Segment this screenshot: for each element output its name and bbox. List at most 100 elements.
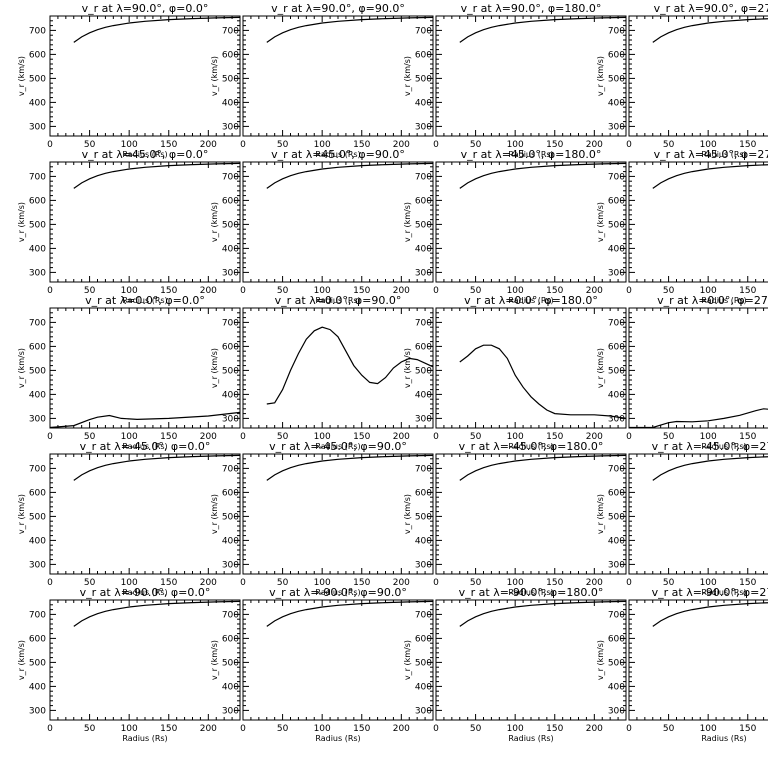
x-tick-label: 200 (393, 140, 410, 150)
x-tick-label: 100 (121, 140, 138, 150)
series-line (459, 16, 627, 43)
y-tick-label: 300 (29, 560, 46, 570)
y-tick-label: 400 (29, 682, 46, 692)
x-tick-label: 100 (700, 578, 717, 588)
y-tick-label: 400 (608, 98, 625, 108)
x-tick-label: 150 (353, 578, 370, 588)
y-tick-label: 600 (415, 634, 432, 644)
y-tick-label: 600 (222, 50, 239, 60)
x-axis-label: Radius (Rs) (508, 442, 553, 451)
y-tick-label: 500 (608, 220, 625, 230)
y-tick-label: 400 (415, 244, 432, 254)
y-tick-label: 300 (415, 122, 432, 132)
panel-title: v_r at λ=-90.0°, φ=0.0° (80, 586, 211, 599)
panel: v_r at λ=45.0°, φ=270.0°0501001502003004… (596, 148, 768, 305)
series-line (266, 162, 434, 189)
y-tick-label: 400 (222, 390, 239, 400)
panel-title: v_r at λ=45.0°, φ=0.0° (82, 148, 209, 161)
y-tick-label: 600 (222, 196, 239, 206)
y-tick-label: 700 (608, 318, 625, 328)
x-tick-label: 50 (470, 432, 482, 442)
x-tick-label: 150 (353, 724, 370, 734)
y-tick-label: 700 (222, 26, 239, 36)
panel-title: v_r at λ=45.0°, φ=90.0° (271, 148, 405, 161)
series-line (459, 600, 627, 627)
x-tick-label: 50 (84, 724, 96, 734)
y-tick-label: 700 (608, 26, 625, 36)
y-axis-label: v_r (km/s) (403, 494, 412, 534)
series-line (73, 162, 241, 189)
y-tick-label: 400 (29, 390, 46, 400)
y-tick-label: 500 (29, 512, 46, 522)
y-tick-label: 600 (29, 488, 46, 498)
x-tick-label: 0 (626, 724, 632, 734)
x-tick-label: 200 (586, 432, 603, 442)
panel: v_r at λ=-45.0°, φ=270.0°050100150200300… (596, 440, 768, 597)
panel-title: v_r at λ=0.0°, φ=270.0° (657, 294, 768, 307)
x-tick-label: 50 (663, 724, 675, 734)
panel-title: v_r at λ=-90.0°, φ=180.0° (459, 586, 604, 599)
x-tick-label: 50 (84, 140, 96, 150)
series-line (49, 411, 241, 429)
y-tick-label: 600 (608, 488, 625, 498)
x-axis-label: Radius (Rs) (508, 588, 553, 597)
x-tick-label: 150 (160, 286, 177, 296)
x-tick-label: 150 (353, 140, 370, 150)
y-axis-label: v_r (km/s) (210, 494, 219, 534)
y-tick-label: 300 (608, 560, 625, 570)
x-tick-label: 150 (739, 140, 756, 150)
x-axis-label: Radius (Rs) (122, 442, 167, 451)
y-tick-label: 600 (608, 196, 625, 206)
x-axis-label: Radius (Rs) (701, 150, 746, 159)
y-tick-label: 400 (608, 390, 625, 400)
panel: v_r at λ=90.0°, φ=270.0°0501001502003004… (596, 2, 768, 159)
y-axis-label: v_r (km/s) (17, 56, 26, 96)
x-axis-label: Radius (Rs) (701, 442, 746, 451)
x-axis-label: Radius (Rs) (122, 588, 167, 597)
panel-title: v_r at λ=0.0°, φ=180.0° (464, 294, 598, 307)
x-tick-label: 100 (314, 578, 331, 588)
y-tick-label: 500 (415, 658, 432, 668)
y-tick-label: 300 (29, 706, 46, 716)
y-tick-label: 500 (222, 366, 239, 376)
x-tick-label: 50 (663, 286, 675, 296)
x-axis-label: Radius (Rs) (508, 734, 553, 743)
y-tick-label: 500 (222, 220, 239, 230)
x-tick-label: 50 (277, 286, 289, 296)
x-tick-label: 50 (470, 286, 482, 296)
panel-title: v_r at λ=90.0°, φ=90.0° (271, 2, 405, 15)
x-tick-label: 0 (240, 286, 246, 296)
x-tick-label: 150 (546, 724, 563, 734)
x-tick-label: 150 (353, 286, 370, 296)
y-tick-label: 600 (415, 50, 432, 60)
y-axis-label: v_r (km/s) (403, 56, 412, 96)
x-tick-label: 0 (626, 286, 632, 296)
y-tick-label: 400 (415, 536, 432, 546)
x-axis-label: Radius (Rs) (315, 150, 360, 159)
y-tick-label: 700 (415, 26, 432, 36)
series-line (73, 454, 241, 481)
series-line (266, 16, 434, 43)
y-tick-label: 500 (608, 74, 625, 84)
y-tick-label: 300 (222, 122, 239, 132)
x-tick-label: 150 (160, 140, 177, 150)
x-tick-label: 0 (240, 578, 246, 588)
y-tick-label: 300 (608, 414, 625, 424)
y-tick-label: 700 (29, 318, 46, 328)
x-tick-label: 50 (277, 578, 289, 588)
y-tick-label: 600 (415, 342, 432, 352)
x-tick-label: 100 (700, 140, 717, 150)
series-line (266, 326, 434, 405)
panel: v_r at λ=90.0°, φ=180.0° 0 50 100 150 200 300 4… (403, 2, 627, 159)
x-tick-label: 150 (546, 432, 563, 442)
x-tick-label: 0 (433, 286, 439, 296)
panel-title: v_r at λ=-90.0°, φ=90.0° (269, 586, 407, 599)
panel: v_r at λ=0.0°, φ=180.0° 0 50 100 150 200 300 40… (403, 294, 627, 451)
panel: v_r at λ=90.0°, φ=0.0° 0 50 100 150 200 300 400… (17, 2, 241, 159)
y-axis-label: v_r (km/s) (596, 348, 605, 388)
y-axis-label: v_r (km/s) (403, 202, 412, 242)
x-axis-label: Radius (Rs) (122, 150, 167, 159)
panel: v_r at λ=0.0°, φ=90.0° 0 50 100 150 200 300 400… (210, 294, 434, 451)
